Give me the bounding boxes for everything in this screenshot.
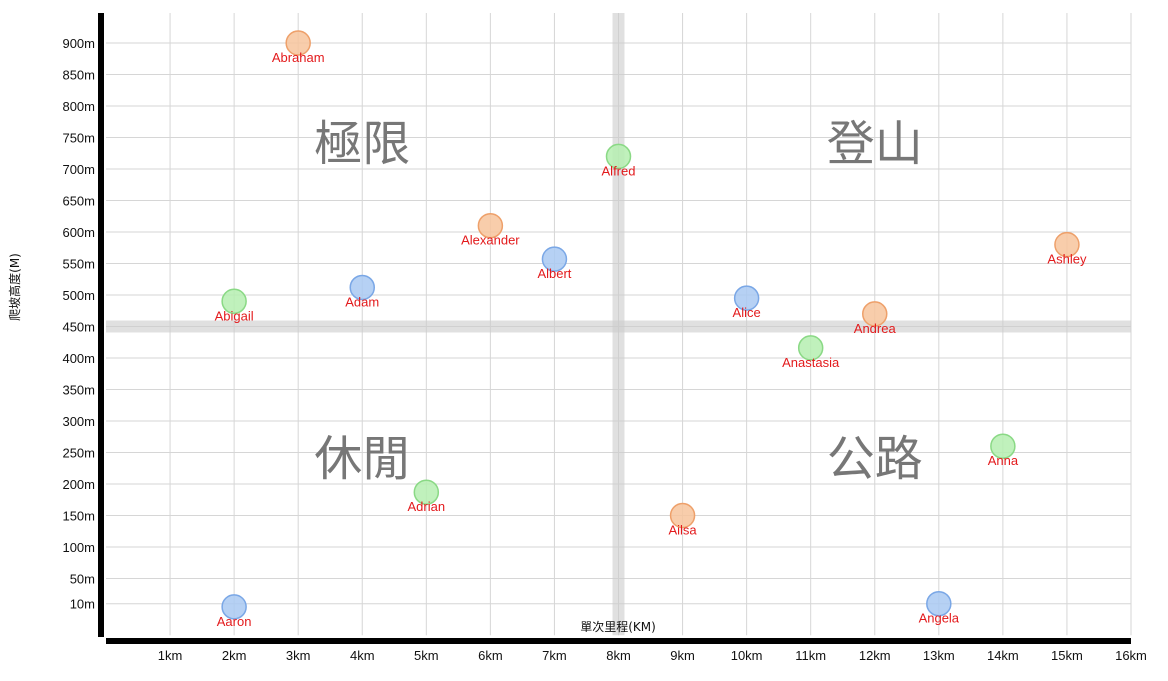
point-label: Ailsa <box>668 523 697 538</box>
y-tick-label: 750m <box>62 131 95 146</box>
tick-labels: 1km 2km 3km 4km 5km 6km 7km 8km 9km 10km 11km 12km 1… <box>62 36 1146 663</box>
data-point <box>221 594 247 620</box>
x-tick-label: 16km <box>1115 648 1147 663</box>
x-tick-label: 8km <box>606 648 631 663</box>
quadrant-label: 登山 <box>827 116 923 172</box>
y-tick-label: 100m <box>62 540 95 555</box>
data-point <box>733 285 760 311</box>
x-tick-label: 2km <box>222 648 247 663</box>
point-label: Aaron <box>217 614 252 629</box>
quadrant-label: 休閒 <box>314 431 410 487</box>
data-point <box>349 274 375 301</box>
y-tick-label: 900m <box>62 36 95 51</box>
y-tick-label: 500m <box>62 288 95 303</box>
y-tick-label: 600m <box>62 225 95 240</box>
point-label: Ashley <box>1047 252 1087 267</box>
point-label: Angela <box>919 611 960 626</box>
y-tick-label: 10m <box>70 597 95 612</box>
x-tick-label: 12km <box>859 648 891 663</box>
x-axis-title: 單次里程(KM) <box>580 619 656 634</box>
data-point <box>1054 231 1080 258</box>
y-tick-label: 200m <box>62 477 95 492</box>
y-tick-label: 50m <box>70 572 95 587</box>
y-tick-label: 850m <box>62 68 95 83</box>
x-tick-label: 9km <box>670 648 695 663</box>
x-tick-label: 4km <box>350 648 375 663</box>
y-tick-label: 550m <box>62 257 95 272</box>
y-tick-label: 650m <box>62 194 95 209</box>
data-point <box>605 143 632 170</box>
y-tick-label: 700m <box>62 162 95 177</box>
quadrant-label: 極限 <box>314 116 410 172</box>
point-label: Anna <box>988 453 1019 468</box>
data-point <box>926 590 952 617</box>
y-axis-title: 爬坡高度(M) <box>7 253 22 321</box>
data-point <box>669 502 696 529</box>
y-tick-label: 400m <box>62 351 95 366</box>
point-label: Alfred <box>602 163 636 178</box>
x-tick-label: 7km <box>542 648 567 663</box>
x-tick-label: 13km <box>923 648 955 663</box>
data-point <box>541 246 568 272</box>
y-tick-label: 150m <box>62 509 95 524</box>
point-label: Abigail <box>215 308 254 323</box>
axes <box>98 13 1131 644</box>
quadrant-label: 公路 <box>827 431 923 487</box>
point-label: Albert <box>537 266 571 281</box>
data-point <box>797 335 824 361</box>
point-label: Abraham <box>272 50 325 65</box>
x-tick-label: 1km <box>158 648 183 663</box>
data-point <box>862 301 888 327</box>
x-tick-label: 11km <box>795 648 826 663</box>
point-label: Alice <box>733 305 761 320</box>
data-point <box>413 479 440 505</box>
x-tick-label: 14km <box>987 648 1019 663</box>
data-point <box>285 30 311 56</box>
x-tick-label: 5km <box>414 648 439 663</box>
x-tick-label: 10km <box>731 648 763 663</box>
data-points: Abraham Alfred Alexander Ashley Albert Adam Al… <box>215 30 1087 629</box>
y-tick-label: 250m <box>62 446 95 461</box>
y-tick-label: 350m <box>62 383 95 398</box>
data-point <box>477 212 504 239</box>
reference-lines <box>106 13 1131 636</box>
y-tick-label: 450m <box>62 320 95 335</box>
data-point <box>990 433 1016 459</box>
x-tick-label: 6km <box>478 648 503 663</box>
point-label: Andrea <box>854 321 897 336</box>
y-tick-label: 800m <box>62 99 95 114</box>
x-tick-label: 15km <box>1051 648 1083 663</box>
data-point <box>221 288 247 315</box>
x-tick-label: 3km <box>286 648 311 663</box>
point-label: Anastasia <box>782 355 840 370</box>
point-label: Adam <box>345 294 379 309</box>
point-label: Adrian <box>408 499 446 514</box>
y-tick-label: 300m <box>62 414 95 429</box>
point-label: Alexander <box>461 233 520 248</box>
